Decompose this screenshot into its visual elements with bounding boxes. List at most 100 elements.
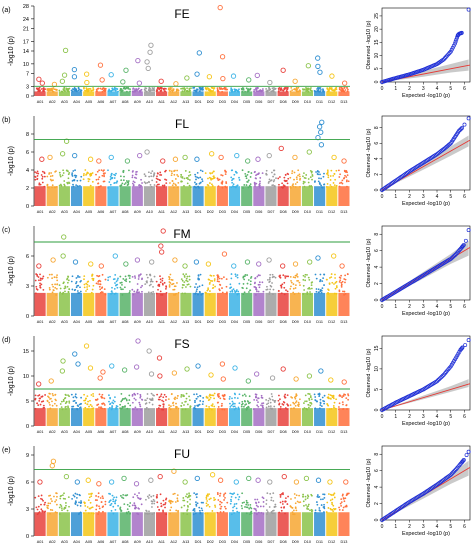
data-point	[206, 493, 209, 496]
data-point	[137, 278, 140, 280]
data-point	[181, 176, 184, 178]
x-tick-label: D07	[268, 320, 275, 324]
data-point	[213, 496, 215, 499]
data-point	[122, 170, 125, 173]
data-point	[279, 408, 282, 411]
data-point	[283, 395, 286, 398]
data-point	[247, 171, 250, 173]
x-tick-label: D08	[280, 100, 287, 104]
x-axis-label: Expected -log10 (p)	[402, 531, 450, 537]
data-point	[156, 183, 159, 186]
data-point	[48, 401, 51, 404]
data-point	[255, 399, 258, 402]
peak-point	[329, 73, 335, 79]
data-point	[107, 169, 109, 172]
data-point	[109, 396, 111, 399]
data-point	[272, 169, 275, 172]
data-point	[245, 506, 248, 509]
data-point	[243, 184, 246, 186]
data-point	[54, 286, 57, 289]
data-point	[332, 504, 335, 507]
data-point	[270, 496, 273, 499]
data-point	[68, 181, 70, 184]
data-point	[246, 181, 249, 183]
data-point	[253, 507, 256, 510]
data-point	[149, 398, 152, 401]
data-point	[194, 173, 197, 176]
x-tick-label: A05	[85, 210, 92, 214]
data-point	[54, 186, 57, 189]
y-axis-label: -log10 (p)	[8, 146, 15, 176]
data-point	[293, 513, 296, 516]
point-band	[70, 186, 83, 206]
data-point	[292, 407, 295, 410]
data-point	[217, 499, 220, 501]
peak-point	[36, 381, 42, 387]
y-tick-label: 6	[26, 150, 29, 156]
data-point	[253, 398, 256, 401]
chromosome-points-D07	[265, 393, 277, 426]
point-band	[338, 408, 350, 426]
data-point	[195, 501, 197, 504]
point-band	[34, 91, 46, 96]
data-point	[62, 172, 65, 174]
data-point	[219, 507, 222, 510]
data-point	[65, 88, 68, 91]
data-point	[128, 280, 131, 283]
x-tick-label: A06	[97, 430, 104, 434]
chromosome-points-A07	[107, 274, 119, 316]
data-point	[220, 501, 223, 504]
data-point	[98, 169, 101, 172]
data-point	[74, 492, 77, 495]
data-point	[38, 511, 41, 513]
data-point	[48, 172, 51, 174]
data-point	[188, 275, 191, 278]
data-point	[42, 275, 45, 278]
point-band	[83, 408, 95, 426]
data-point	[128, 169, 130, 172]
data-point	[49, 393, 51, 395]
x-tick-label: D10	[304, 100, 311, 104]
data-point	[306, 497, 309, 499]
data-point	[216, 278, 219, 280]
data-point	[338, 87, 341, 89]
data-point	[90, 172, 93, 175]
data-point	[269, 288, 272, 291]
data-point	[73, 495, 76, 498]
data-point	[200, 293, 203, 296]
data-point	[103, 408, 106, 410]
data-point	[254, 293, 257, 296]
peak-point	[245, 158, 251, 164]
data-point	[224, 492, 227, 495]
data-point	[315, 277, 318, 280]
data-point	[343, 290, 346, 293]
chromosome-points-D06	[253, 86, 265, 96]
data-point	[320, 177, 322, 180]
data-point	[151, 502, 153, 505]
data-point	[222, 510, 225, 513]
qq-point	[448, 472, 453, 477]
data-point	[254, 396, 257, 399]
data-point	[168, 285, 171, 288]
data-point	[332, 182, 335, 184]
data-point	[141, 277, 143, 280]
x-tick-label: A11	[158, 100, 164, 104]
data-point	[220, 277, 223, 280]
data-point	[156, 175, 158, 178]
data-point	[238, 179, 241, 181]
x-tick-label: A12	[170, 540, 177, 544]
data-point	[252, 408, 255, 411]
data-point	[236, 510, 239, 513]
data-point	[266, 492, 269, 495]
data-point	[213, 279, 216, 282]
data-point	[285, 179, 288, 182]
chromosome-points-D10	[301, 392, 314, 426]
data-point	[40, 503, 42, 506]
data-point	[268, 89, 271, 92]
data-point	[199, 169, 202, 172]
chromosome-points-A06	[94, 492, 107, 536]
x-tick-label: D06	[255, 430, 262, 434]
data-point	[210, 178, 212, 181]
data-point	[271, 395, 274, 398]
data-point	[240, 405, 243, 408]
